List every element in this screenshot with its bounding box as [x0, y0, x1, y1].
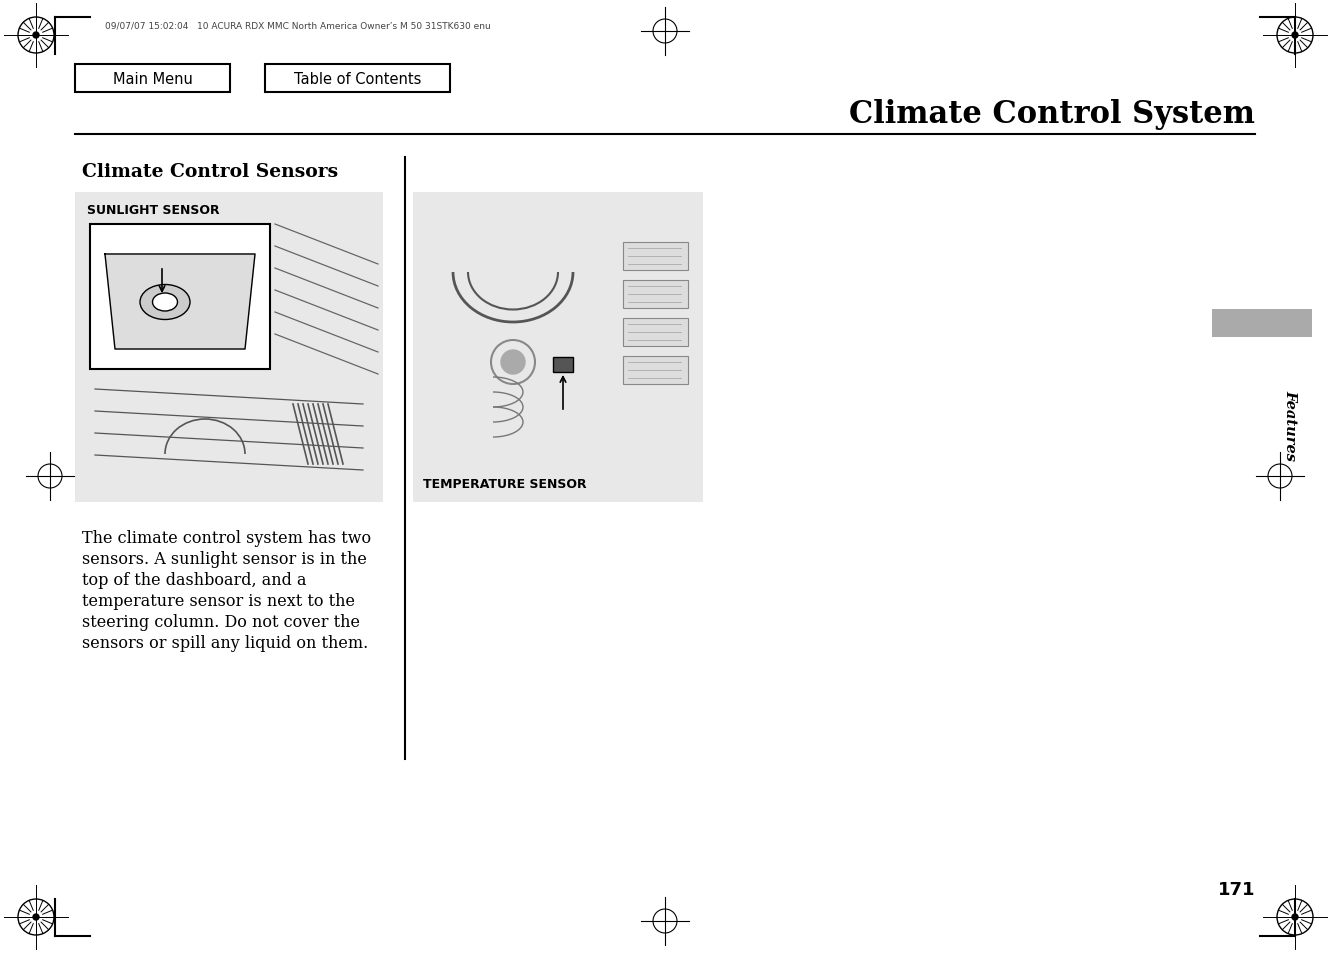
Text: TEMPERATURE SENSOR: TEMPERATURE SENSOR	[423, 478, 587, 491]
Bar	[75, 65, 230, 92]
Text: 09/07/07 15:02:04   10 ACURA RDX MMC North America Owner’s M 50 31STK630 enu: 09/07/07 15:02:04 10 ACURA RDX MMC North…	[105, 22, 491, 30]
Circle shape	[33, 914, 39, 920]
Ellipse shape	[153, 294, 177, 312]
Bar	[623, 281, 688, 309]
Text: SUNLIGHT SENSOR: SUNLIGHT SENSOR	[87, 204, 220, 217]
Bar	[1213, 310, 1312, 337]
Polygon shape	[105, 254, 256, 350]
Circle shape	[33, 33, 39, 39]
Text: Features: Features	[1283, 390, 1296, 460]
Bar	[623, 318, 688, 347]
Bar	[413, 193, 703, 502]
Bar	[623, 356, 688, 385]
Circle shape	[500, 351, 524, 375]
Ellipse shape	[140, 285, 190, 320]
Circle shape	[1292, 33, 1298, 39]
Text: Main Menu: Main Menu	[113, 71, 193, 87]
Text: Climate Control Sensors: Climate Control Sensors	[83, 163, 338, 181]
Text: steering column. Do not cover the: steering column. Do not cover the	[83, 614, 359, 630]
Circle shape	[1292, 914, 1298, 920]
Text: sensors. A sunlight sensor is in the: sensors. A sunlight sensor is in the	[83, 551, 367, 567]
Text: 171: 171	[1218, 880, 1255, 898]
Bar	[91, 225, 270, 370]
Text: top of the dashboard, and a: top of the dashboard, and a	[83, 572, 306, 588]
Text: sensors or spill any liquid on them.: sensors or spill any liquid on them.	[83, 635, 369, 651]
Bar	[552, 357, 574, 373]
Bar	[75, 193, 383, 502]
Text: The climate control system has two: The climate control system has two	[83, 530, 371, 546]
Text: temperature sensor is next to the: temperature sensor is next to the	[83, 593, 355, 609]
Text: Climate Control System: Climate Control System	[849, 99, 1255, 131]
Text: Table of Contents: Table of Contents	[294, 71, 421, 87]
Bar	[623, 243, 688, 271]
Bar	[265, 65, 450, 92]
